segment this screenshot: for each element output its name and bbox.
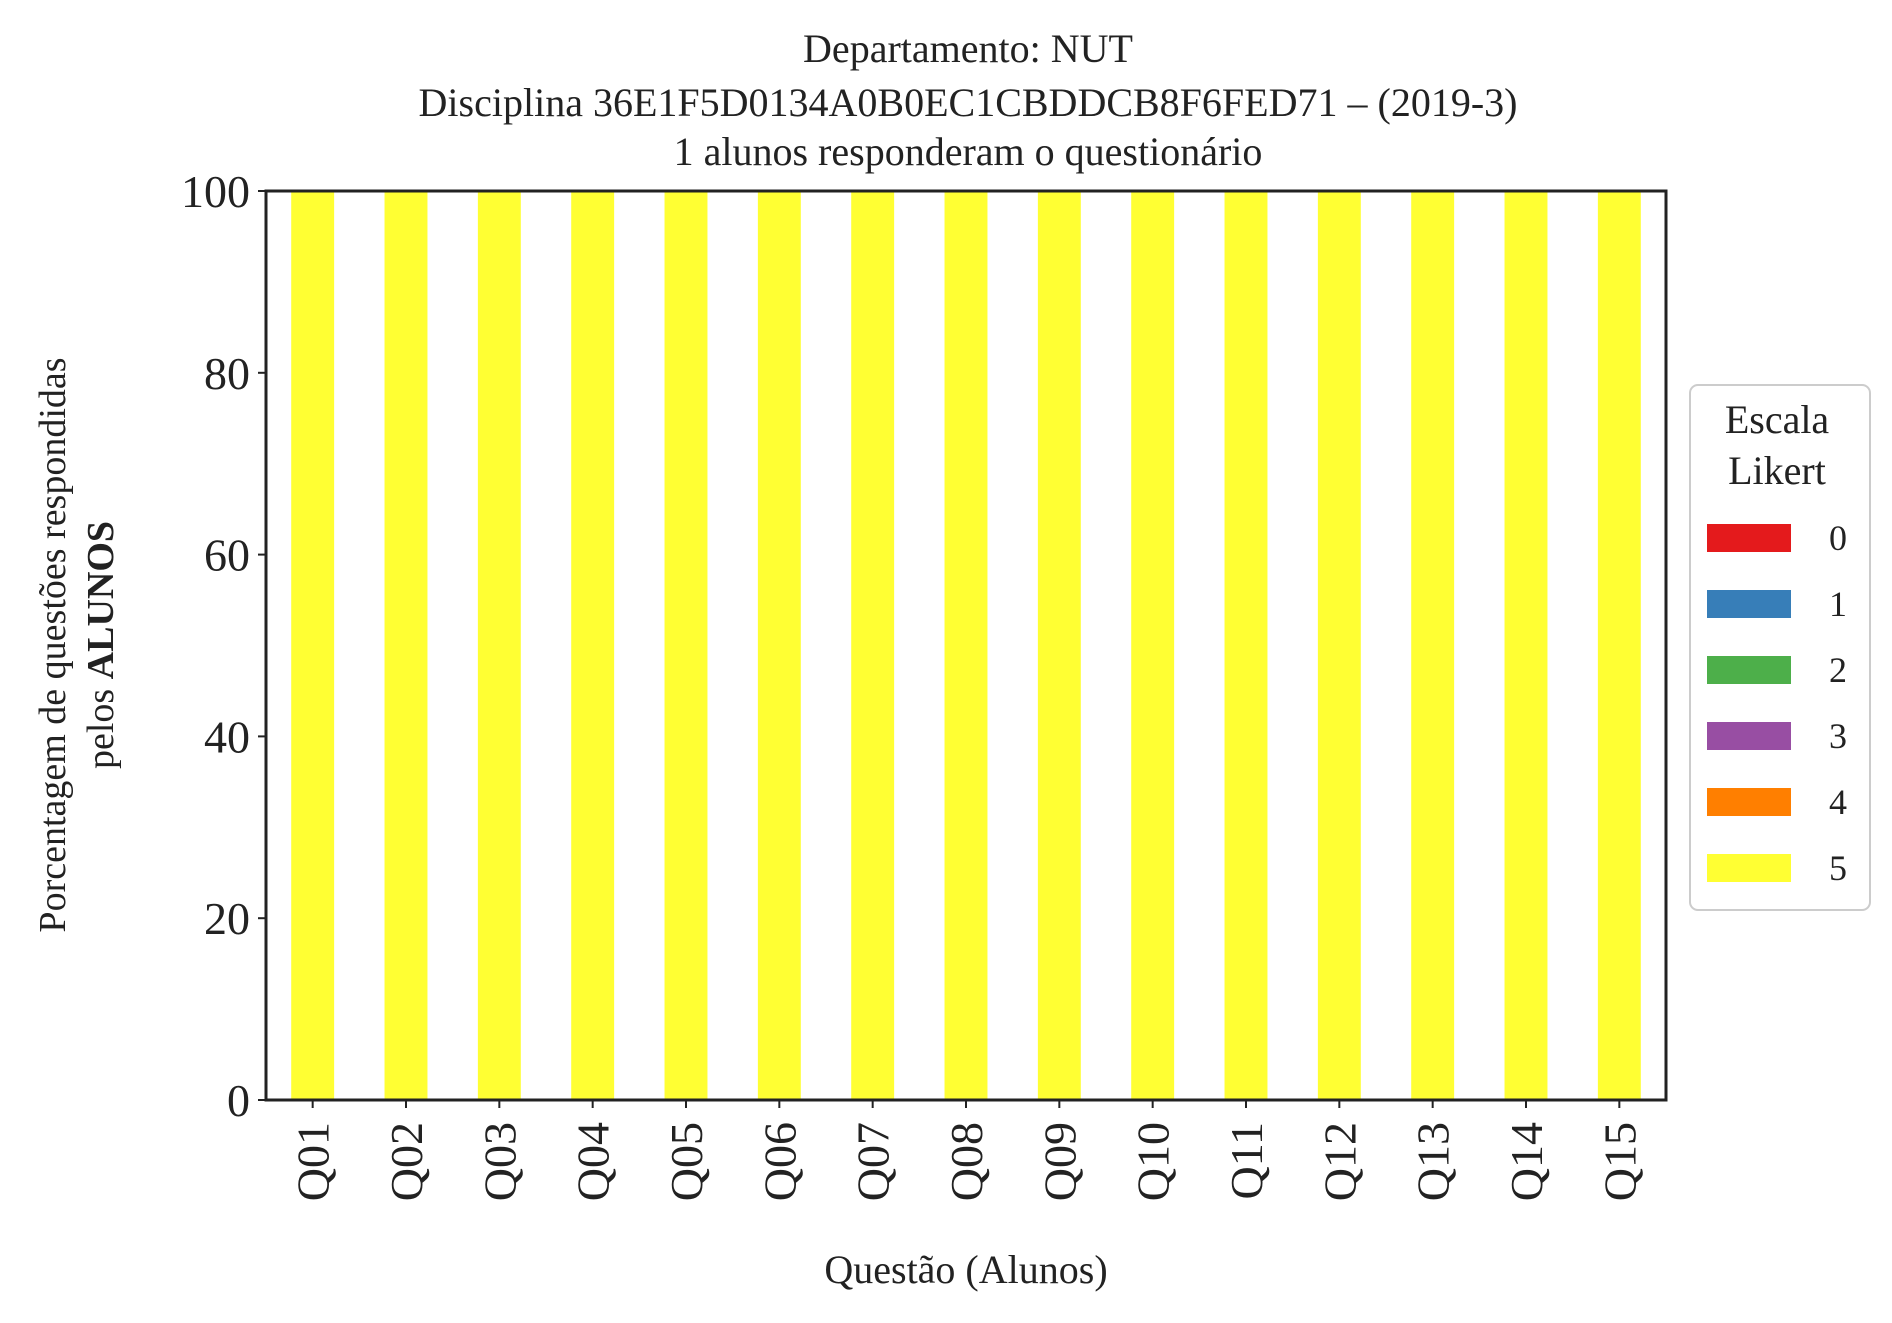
plot-frame	[264, 189, 1668, 1102]
bar-Q06-scale-5	[757, 191, 801, 1100]
legend-title-line-1: Escala	[1725, 397, 1830, 442]
bar-Q07-scale-5	[851, 191, 895, 1100]
legend-swatch-5	[1707, 854, 1791, 882]
x-tick-label-Q11: Q11	[1221, 1122, 1272, 1200]
x-tick-label-Q08: Q08	[941, 1122, 992, 1201]
x-axis-label: Questão (Alunos)	[824, 1247, 1107, 1292]
x-tick-label-Q05: Q05	[661, 1122, 712, 1201]
bar-Q08-scale-5	[944, 191, 988, 1100]
bar-Q03-scale-5	[477, 191, 521, 1100]
x-tick-label-Q12: Q12	[1314, 1122, 1365, 1201]
x-tick-label-Q03: Q03	[474, 1122, 525, 1201]
bar-Q15-scale-5	[1597, 191, 1641, 1100]
legend-items: 0 1 2 3 4 5	[1707, 518, 1847, 888]
x-tick-label-Q14: Q14	[1501, 1122, 1552, 1201]
legend-label-0: 0	[1829, 518, 1847, 558]
chart-title-line-2: Disciplina 36E1F5D0134A0B0EC1CBDDCB8F6FE…	[419, 80, 1518, 125]
y-axis-label-prefix: pelos	[80, 679, 122, 769]
y-tick-label-100: 100	[181, 166, 250, 217]
x-tick-label-Q15: Q15	[1594, 1122, 1645, 1201]
y-axis-label-bold: ALUNOS	[80, 521, 122, 679]
x-ticks-group: Q01 Q02 Q03 Q04 Q05 Q06 Q07 Q08 Q09 Q10 Q11 Q12 Q13 Q…	[288, 1100, 1645, 1201]
y-axis-label-line-2: pelos ALUNOS	[80, 521, 122, 769]
bar-Q13-scale-5	[1411, 191, 1455, 1100]
legend: Escala Likert 0 1 2 3 4 5	[1689, 384, 1871, 911]
x-tick-label-Q07: Q07	[848, 1122, 899, 1201]
legend-title-line-2: Likert	[1728, 448, 1826, 493]
chart-title-line-1: Departamento: NUT	[803, 26, 1133, 71]
legend-swatch-1	[1707, 590, 1791, 618]
bars-group	[291, 191, 1641, 1100]
legend-label-5: 5	[1829, 848, 1847, 888]
bar-Q10-scale-5	[1131, 191, 1175, 1100]
x-tick-label-Q13: Q13	[1408, 1122, 1459, 1201]
bar-Q11-scale-5	[1224, 191, 1268, 1100]
y-tick-label-80: 80	[204, 348, 250, 399]
x-tick-label-Q04: Q04	[568, 1122, 619, 1201]
legend-label-3: 3	[1829, 716, 1847, 756]
y-axis-label-line-1: Porcentagem de questões respondidas	[32, 357, 74, 932]
y-tick-label-60: 60	[204, 530, 250, 581]
x-tick-label-Q10: Q10	[1128, 1122, 1179, 1201]
y-tick-label-20: 20	[204, 893, 250, 944]
legend-label-1: 1	[1829, 584, 1847, 624]
y-tick-label-0: 0	[227, 1075, 250, 1126]
legend-label-4: 4	[1829, 782, 1847, 822]
legend-swatch-3	[1707, 722, 1791, 750]
legend-swatch-4	[1707, 788, 1791, 816]
bar-Q02-scale-5	[384, 191, 428, 1100]
legend-swatch-0	[1707, 524, 1791, 552]
y-ticks-group: 0 20 40 60 80 100	[181, 166, 266, 1126]
legend-swatch-2	[1707, 656, 1791, 684]
x-tick-label-Q09: Q09	[1034, 1122, 1085, 1201]
bar-Q12-scale-5	[1317, 191, 1361, 1100]
legend-label-2: 2	[1829, 650, 1847, 690]
bar-Q04-scale-5	[571, 191, 615, 1100]
legend-frame	[1689, 384, 1871, 911]
bar-Q09-scale-5	[1037, 191, 1081, 1100]
bar-Q14-scale-5	[1504, 191, 1548, 1100]
bar-Q01-scale-5	[291, 191, 335, 1100]
x-tick-label-Q01: Q01	[288, 1122, 339, 1201]
y-tick-label-40: 40	[204, 711, 250, 762]
x-tick-label-Q02: Q02	[381, 1122, 432, 1201]
bar-Q05-scale-5	[664, 191, 708, 1100]
x-tick-label-Q06: Q06	[754, 1122, 805, 1201]
chart-title-line-3: 1 alunos responderam o questionário	[674, 129, 1263, 174]
